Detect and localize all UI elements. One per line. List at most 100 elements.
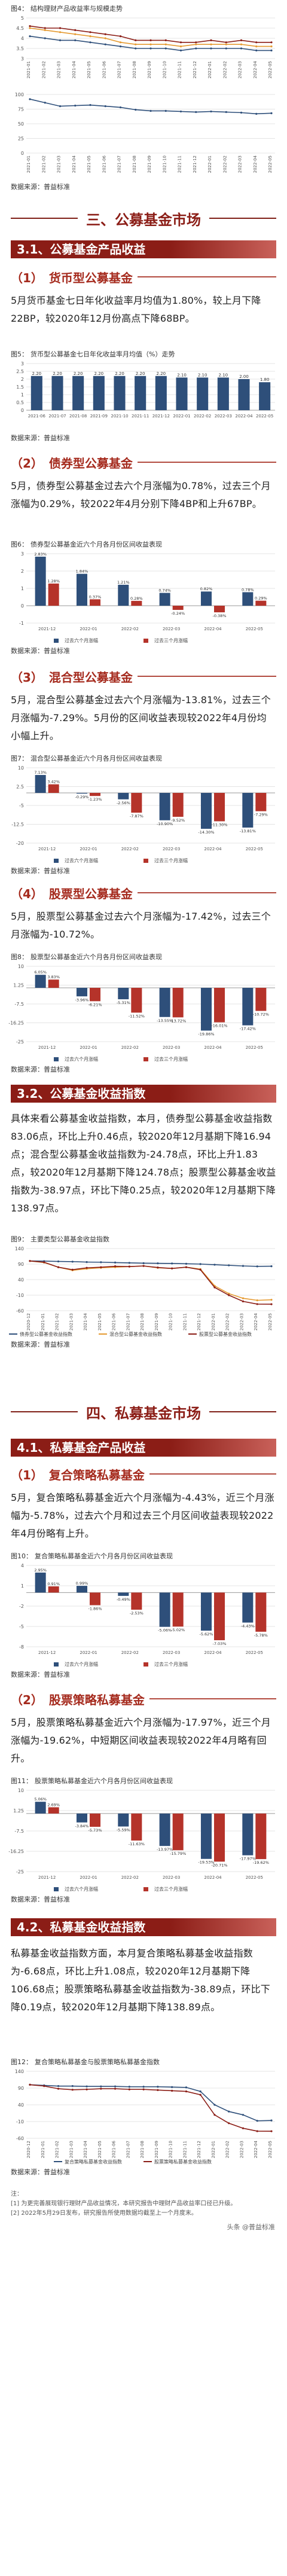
y-tick-label: 1 [21, 392, 24, 398]
data-label: -2.56% [117, 801, 130, 805]
s31-block: 3.1、公募基金产品收益 [0, 240, 287, 258]
data-point [228, 1292, 230, 1295]
x-tick-label: 2021-02 [55, 1313, 60, 1330]
fig-number: 图12： [11, 2058, 32, 2066]
data-point [185, 1262, 188, 1265]
data-label: 3.42% [47, 780, 60, 785]
bar [197, 377, 209, 410]
data-point [59, 39, 62, 41]
data-point [179, 110, 182, 113]
data-point [179, 45, 182, 48]
section-3-2-heading: 3.2、公募基金收益指数 [11, 1085, 276, 1103]
data-point [119, 35, 122, 38]
data-point [164, 43, 167, 45]
x-tick-label: 2021-03 [69, 2141, 74, 2158]
x-tick-label: 2021-01 [41, 1313, 45, 1330]
x-tick-label: 2022-04 [253, 60, 258, 78]
x-tick-label: 2022-02 [225, 1313, 230, 1330]
x-tick-label: 2022-04 [254, 2140, 258, 2158]
data-point [104, 105, 106, 108]
fig6-source: 数据来源：普益标准 [11, 647, 70, 655]
bar-1 [131, 988, 142, 1013]
bar-1 [214, 1813, 225, 1862]
x-tick-label: 2022-04 [254, 1313, 258, 1330]
data-label: 2.20 [115, 371, 124, 376]
sub-number: （2） [11, 456, 43, 471]
data-point [89, 35, 91, 38]
data-point [157, 1262, 159, 1265]
y-tick-label: -10 [16, 1293, 24, 1298]
x-tick-label: 2021-08 [132, 155, 137, 173]
x-tick-label: 2021-11 [182, 2141, 187, 2158]
legend-swatch [54, 859, 59, 863]
bar-1 [131, 793, 142, 813]
bar-0 [242, 1813, 254, 1855]
bar-1 [255, 1813, 267, 1860]
y-tick-label: 1 [21, 586, 24, 591]
data-point [157, 1266, 159, 1269]
series-line-2 [29, 1260, 272, 1305]
fig-top-source: 数据来源：普益标准 [11, 183, 70, 191]
x-tick-label: 2022-04 [204, 627, 222, 631]
data-point [149, 47, 152, 50]
data-point [29, 1260, 31, 1262]
x-tick-label: 2020-12 [26, 2141, 31, 2158]
data-point [135, 108, 137, 111]
data-point [270, 1299, 273, 1301]
bar-0 [118, 1592, 129, 1596]
y-tick-label: 10 [18, 964, 24, 969]
chart-fig8: -25 -16.25 -7.5 1.25 10 6.05% -3.96% -5.31% -13.… [8, 964, 275, 1062]
data-point [185, 2090, 188, 2093]
data-label: -20.71% [211, 1863, 227, 1867]
x-tick-label: 2021-06 [102, 60, 106, 78]
x-tick-label: 2022-05 [268, 2141, 273, 2158]
legend-swatch [54, 639, 59, 643]
data-point [57, 2087, 60, 2090]
legend-label: 过去六个月涨幅 [65, 857, 98, 863]
bar-1 [48, 1807, 59, 1814]
subsection-pstock-heading: （2） 股票策略私募基金 [11, 1690, 276, 1708]
x-tick-label: 2022-01 [80, 1875, 97, 1880]
x-tick-label: 2021-10 [162, 155, 167, 173]
legend-swatch [144, 1887, 148, 1891]
bar-0 [159, 793, 170, 820]
footer-block: 注： [1] 为更完善展现银行理财产品收益情况，本研究报告中理财产品收益率口径已… [0, 2190, 287, 2218]
bar-0 [118, 584, 129, 606]
x-tick-label: 2021-11 [182, 1313, 187, 1330]
data-label: -5.31% [117, 1000, 130, 1005]
s41-block: 4.1、私募基金产品收益 [0, 1439, 287, 1457]
data-label: 5.06% [34, 1797, 47, 1802]
bar-1 [172, 606, 184, 610]
legend-label: 过去三个月涨幅 [154, 1661, 188, 1667]
data-label: -4.43% [241, 1624, 255, 1629]
bar-0 [118, 1813, 129, 1827]
bar-1 [90, 793, 101, 796]
bar-1 [131, 1592, 142, 1610]
legend-label: 股票策略私募基金收益指数 [154, 2159, 212, 2165]
data-point [270, 112, 273, 114]
data-point [128, 1262, 130, 1264]
y-tick-label: 90 [18, 1262, 24, 1267]
data-point [255, 45, 258, 48]
bar [72, 376, 84, 410]
data-point [242, 2114, 245, 2116]
bar [155, 376, 167, 410]
data-point [195, 47, 197, 50]
sub-text: 股票型公募基金 [48, 886, 133, 901]
data-point [89, 104, 91, 106]
y-tick-label: 3 [21, 551, 24, 557]
x-tick-label: 2022-02 [222, 61, 227, 78]
data-point [142, 1265, 145, 1267]
x-tick-label: 2022-02 [194, 414, 211, 419]
x-tick-label: 2022-03 [163, 1045, 180, 1050]
bar [51, 376, 63, 410]
x-tick-label: 2021-09 [147, 155, 152, 173]
data-label: -0.24% [171, 611, 185, 616]
fig8-title: 图8： 股票型公募基金近六个月各月份区间收益表现 [11, 952, 276, 962]
data-label: -5.78% [254, 1633, 268, 1638]
chart-fig-mid: 0 25 50 75 100 2021-01 2021-02 2021-03 2021-04 20… [15, 92, 275, 173]
bar-0 [159, 1813, 170, 1846]
data-label: -2.53% [130, 1611, 144, 1616]
part4-label: 四、私募基金市场 [78, 1402, 209, 1423]
data-label: 2.69% [47, 1802, 60, 1807]
